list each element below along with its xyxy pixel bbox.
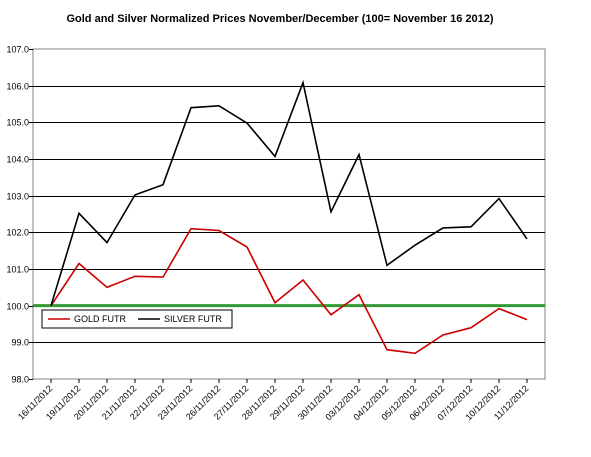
chart-title: Gold and Silver Normalized Prices Novemb… [66,13,493,25]
legend-box [41,309,233,329]
y-tick-label: 104.0 [6,155,29,165]
y-tick-label: 99.0 [11,338,29,348]
plot-frame [32,48,546,380]
y-tick-label: 101.0 [6,265,29,275]
legend-silver-label: SILVER FUTR [164,314,222,324]
y-tick-label: 106.0 [6,82,29,92]
plot-area: 107.0 106.0 105.0 104.0 103.0 102.0 101.0 100.0… [6,45,546,422]
gold-series-line [50,227,528,355]
y-tick-label: 103.0 [6,192,29,202]
y-tick-label: 102.0 [6,228,29,238]
silver-series-line [50,79,528,306]
y-tick-label: 107.0 [6,45,29,55]
y-tick-label: 98.0 [11,375,29,385]
legend: GOLD FUTR SILVER FUTR [41,309,233,329]
y-tick-label: 105.0 [6,118,29,128]
legend-gold-label: GOLD FUTR [74,314,127,324]
y-tick-label: 100.0 [6,302,29,312]
